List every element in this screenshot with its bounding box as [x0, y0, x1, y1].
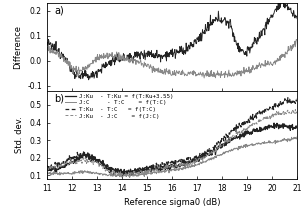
J:C     - T:C    = f(T:C) [109, 173, 113, 175]
J:Ku  - J:C    = f(J:C) [213, 148, 217, 151]
J:Ku  - T:Ku = f(T:Ku+3.55) [125, 173, 129, 175]
J:Ku  - T:Ku = f(T:Ku+3.55) [234, 136, 238, 139]
Line: J:Ku  - T:Ku = f(T:Ku+3.55): J:Ku - T:Ku = f(T:Ku+3.55) [47, 123, 297, 174]
Text: a): a) [54, 6, 64, 16]
J:Ku  - T:Ku = f(T:Ku+3.55) [213, 149, 217, 151]
J:Ku  - J:C    = f(J:C) [45, 166, 49, 169]
J:Ku  - J:C    = f(J:C) [193, 159, 197, 161]
J:C     - T:C    = f(T:C) [234, 147, 238, 149]
X-axis label: Reference sigma0 (dB): Reference sigma0 (dB) [124, 198, 220, 207]
J:Ku  - T:Ku = f(T:Ku+3.55) [109, 168, 113, 170]
T:Ku  - T:C   = f(T:C) [89, 158, 93, 160]
J:C     - T:C    = f(T:C) [45, 171, 49, 173]
J:Ku  - T:Ku = f(T:Ku+3.55) [89, 158, 93, 161]
J:C     - T:C    = f(T:C) [159, 171, 162, 173]
Y-axis label: Std. dev.: Std. dev. [15, 116, 24, 153]
Line: J:C     - T:C    = f(T:C): J:C - T:C = f(T:C) [47, 137, 297, 177]
T:Ku  - T:C   = f(T:C) [193, 157, 197, 159]
Line: J:Ku  - J:C    = f(J:C): J:Ku - J:C = f(J:C) [47, 110, 297, 177]
J:Ku  - J:C    = f(J:C) [234, 133, 238, 135]
Line: T:Ku  - T:C   = f(T:C): T:Ku - T:C = f(T:C) [47, 98, 297, 176]
J:Ku  - T:Ku = f(T:Ku+3.55) [159, 167, 162, 170]
J:C     - T:C    = f(T:C) [89, 172, 93, 175]
J:C     - T:C    = f(T:C) [128, 176, 131, 179]
J:Ku  - T:Ku = f(T:Ku+3.55) [45, 168, 49, 171]
Text: b): b) [54, 94, 64, 103]
J:Ku  - T:Ku = f(T:Ku+3.55) [193, 158, 197, 161]
T:Ku  - T:C   = f(T:C) [213, 148, 217, 150]
T:Ku  - T:C   = f(T:C) [159, 166, 162, 168]
J:Ku  - J:C    = f(J:C) [159, 166, 162, 168]
T:Ku  - T:C   = f(T:C) [45, 166, 49, 168]
T:Ku  - T:C   = f(T:C) [109, 169, 113, 171]
T:Ku  - T:C   = f(T:C) [234, 130, 238, 133]
J:C     - T:C    = f(T:C) [193, 163, 197, 166]
J:Ku  - J:C    = f(J:C) [109, 171, 113, 173]
J:Ku  - T:Ku = f(T:Ku+3.55) [296, 127, 299, 130]
Legend: J:Ku  - T:Ku = f(T:Ku+3.55), J:C     - T:C    = f(T:C), T:Ku  - T:C   = f(T:C), : J:Ku - T:Ku = f(T:Ku+3.55), J:C - T:C = … [65, 94, 173, 119]
T:Ku  - T:C   = f(T:C) [120, 175, 124, 177]
J:C     - T:C    = f(T:C) [296, 136, 299, 139]
J:Ku  - J:C    = f(J:C) [120, 176, 124, 178]
J:Ku  - J:C    = f(J:C) [296, 109, 299, 112]
J:Ku  - J:C    = f(J:C) [294, 108, 297, 111]
T:Ku  - T:C   = f(T:C) [286, 97, 290, 99]
J:Ku  - J:C    = f(J:C) [89, 161, 93, 163]
T:Ku  - T:C   = f(T:C) [296, 97, 299, 100]
J:Ku  - T:Ku = f(T:Ku+3.55) [272, 122, 276, 124]
J:C     - T:C    = f(T:C) [295, 135, 299, 138]
Y-axis label: Difference: Difference [13, 25, 22, 69]
J:C     - T:C    = f(T:C) [213, 155, 217, 158]
